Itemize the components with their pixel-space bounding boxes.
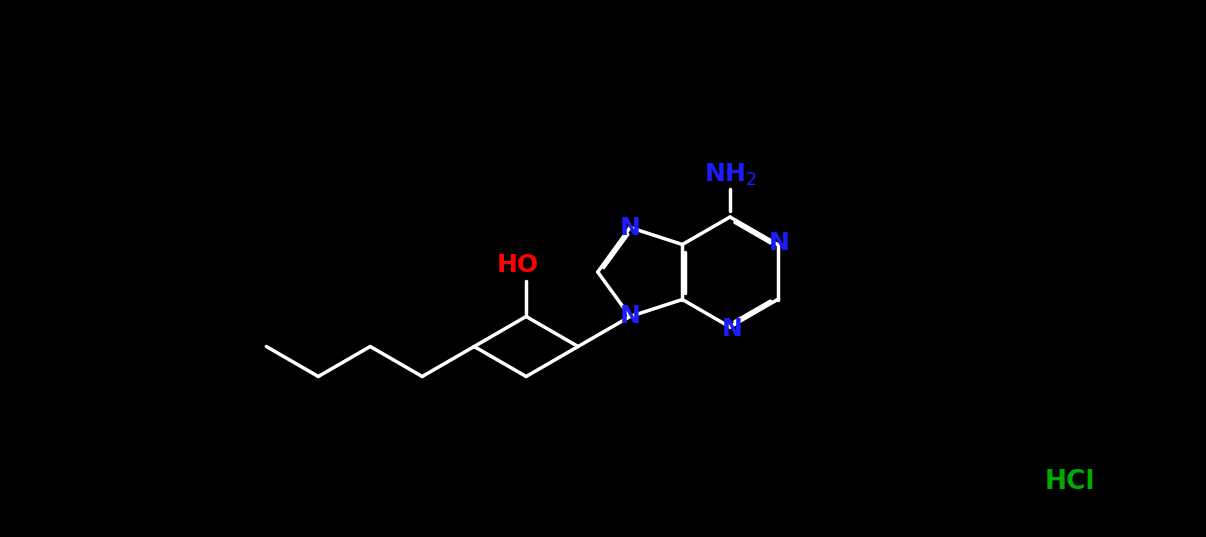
Text: N: N: [721, 317, 743, 341]
Text: NH$_2$: NH$_2$: [703, 162, 756, 188]
Text: HCl: HCl: [1044, 469, 1095, 495]
Text: N: N: [769, 230, 790, 255]
Text: N: N: [620, 304, 640, 329]
Text: HO: HO: [497, 253, 539, 278]
Text: N: N: [620, 215, 640, 240]
